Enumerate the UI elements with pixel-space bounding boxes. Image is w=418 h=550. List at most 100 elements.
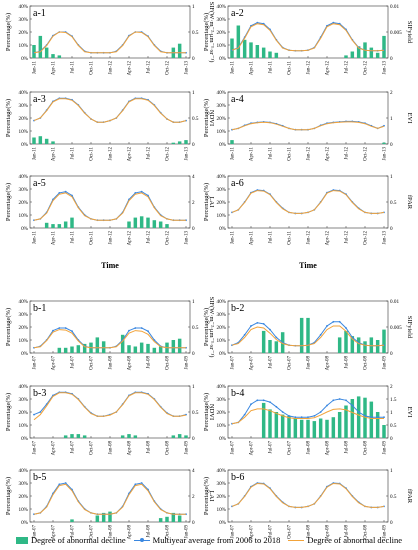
x-tick-label: Jul-07 <box>269 356 274 369</box>
x-tick-label: Oct-08 <box>166 441 171 455</box>
x-tick-label: Oct-07 <box>90 525 95 539</box>
point-multiyear-average <box>134 483 137 486</box>
bar-abnormal-decline <box>261 47 266 58</box>
bar-abnormal-decline <box>57 347 62 353</box>
x-tick-label: Jan-12 <box>307 231 312 245</box>
chart-panel-a-3: 0% 10% 20% 30% 40% 0 0.5 1 Jan-11 Apr-11 Jul-11 Oct… <box>5 90 215 161</box>
left-tick-label: 30% <box>18 17 28 23</box>
x-tick-label: Jul-08 <box>345 356 350 369</box>
x-tick-label: Jan-11 <box>231 231 236 245</box>
left-axis-label: Percentage(%) <box>5 308 12 346</box>
left-tick-label: 0% <box>21 226 29 232</box>
right-tick-label: 0 <box>192 520 195 526</box>
bar-abnormal-decline <box>44 47 49 58</box>
x-tick-label: Oct-08 <box>364 525 369 539</box>
bar-abnormal-decline <box>293 418 298 438</box>
line-multiyear-average <box>33 191 186 221</box>
bar-abnormal-decline <box>158 346 163 353</box>
right-tick-label: 0.5 <box>192 325 199 331</box>
x-tick-label: Oct-11 <box>90 231 95 245</box>
right-tick-label: 1 <box>192 4 195 10</box>
panel-title: a-4 <box>231 94 244 105</box>
bar-abnormal-decline <box>350 399 355 438</box>
bar-abnormal-decline <box>139 342 144 353</box>
point-multiyear-average <box>134 192 137 194</box>
x-tick-label: Jul-08 <box>345 441 350 454</box>
legend-multiyear-label: Multiyear average from 2006 to 2018 <box>152 535 281 545</box>
legend-multiyear-swatch <box>133 537 150 542</box>
right-tick-label: 4 <box>192 468 195 474</box>
bar-abnormal-decline <box>350 51 355 58</box>
point-multiyear-average <box>383 416 385 419</box>
x-tick-label: Jan-09 <box>185 441 190 455</box>
point-multiyear-average <box>262 399 265 402</box>
left-tick-label: 10% <box>18 129 28 135</box>
bar-abnormal-decline <box>51 54 55 58</box>
x-tick-label: Jan-07 <box>231 441 236 455</box>
left-tick-label: 20% <box>18 494 28 500</box>
point-multiyear-average <box>275 336 278 339</box>
bar-abnormal-decline <box>76 345 81 353</box>
bar-abnormal-decline <box>44 222 49 228</box>
point-multiyear-average <box>71 330 73 333</box>
chart-panel-b-6: 0% 10% 20% 30% 40% 0 0.5 1 Jan-07 Apr-07 Jul-07 Oct… <box>203 468 413 539</box>
x-tick-label: Apr-12 <box>326 147 331 162</box>
right-tick-label: 0 <box>192 226 195 232</box>
bar-abnormal-decline <box>369 401 374 438</box>
bar-abnormal-decline <box>108 511 112 522</box>
x-tick-label: Jan-08 <box>109 441 114 455</box>
right-tick-label: 2 <box>390 90 393 96</box>
x-tick-label: Jan-13 <box>383 231 388 245</box>
x-tick-label: Oct-11 <box>90 147 95 161</box>
x-tick-label: Apr-08 <box>326 441 331 456</box>
point-multiyear-average <box>338 398 341 400</box>
x-tick-label: Oct-11 <box>288 147 293 161</box>
x-tick-label: Jan-09 <box>383 525 388 539</box>
bar-abnormal-decline <box>152 220 157 228</box>
bar-abnormal-decline <box>356 396 361 438</box>
plot-frame <box>227 175 389 229</box>
point-multiyear-average <box>307 416 309 419</box>
left-tick-label: 20% <box>216 494 226 500</box>
x-tick-label: Oct-12 <box>364 231 369 245</box>
x-tick-label: Jan-11 <box>231 61 236 75</box>
line-abnormal-decline <box>231 23 385 52</box>
x-tick-label: Jan-07 <box>231 525 236 539</box>
point-multiyear-average <box>269 328 271 331</box>
plot-frame <box>227 469 389 523</box>
x-tick-label: Jul-07 <box>71 356 76 369</box>
chart-panel-a-5: 0% 10% 20% 30% 40% 0 2 4 Jan-11 Apr-11 Jul-11 Oct-1… <box>5 174 215 245</box>
bar-abnormal-decline <box>274 341 279 353</box>
bar-abnormal-decline <box>171 142 176 144</box>
x-axis-title: Time <box>101 261 119 270</box>
left-tick-label: 20% <box>216 200 226 206</box>
left-axis-label: Percentage(%) <box>203 393 210 431</box>
x-tick-label: Oct-07 <box>90 441 95 455</box>
right-axis-label: SIFyield <box>406 316 413 339</box>
left-tick-label: 0% <box>219 226 227 232</box>
point-multiyear-average <box>269 401 271 404</box>
x-tick-label: Jul-07 <box>269 525 274 538</box>
x-tick-label: Jan-11 <box>33 61 38 75</box>
x-tick-label: Jul-08 <box>147 441 152 454</box>
legend-decline-line-label: Degree of abnormal decline <box>307 535 402 545</box>
x-tick-label: Apr-11 <box>250 231 255 246</box>
left-tick-label: 30% <box>18 481 28 487</box>
x-tick-label: Oct-08 <box>364 441 369 455</box>
panel-title: b-2 <box>231 303 244 314</box>
bar-abnormal-decline <box>363 341 367 353</box>
left-tick-label: 0% <box>219 142 227 148</box>
bar-abnormal-decline <box>95 337 100 353</box>
bar-abnormal-decline <box>363 397 367 438</box>
bar-abnormal-decline <box>120 435 125 438</box>
line-multiyear-average <box>33 97 187 123</box>
point-multiyear-average <box>351 404 354 407</box>
right-tick-label: 0.5 <box>192 116 199 122</box>
panel-title: a-5 <box>33 178 46 189</box>
bar-abnormal-decline <box>382 35 386 58</box>
point-multiyear-average <box>262 322 265 325</box>
right-tick-label: 1 <box>390 116 393 122</box>
point-multiyear-average <box>39 411 42 413</box>
right-tick-label: 0.01 <box>390 4 399 10</box>
line-abnormal-decline <box>33 483 186 515</box>
